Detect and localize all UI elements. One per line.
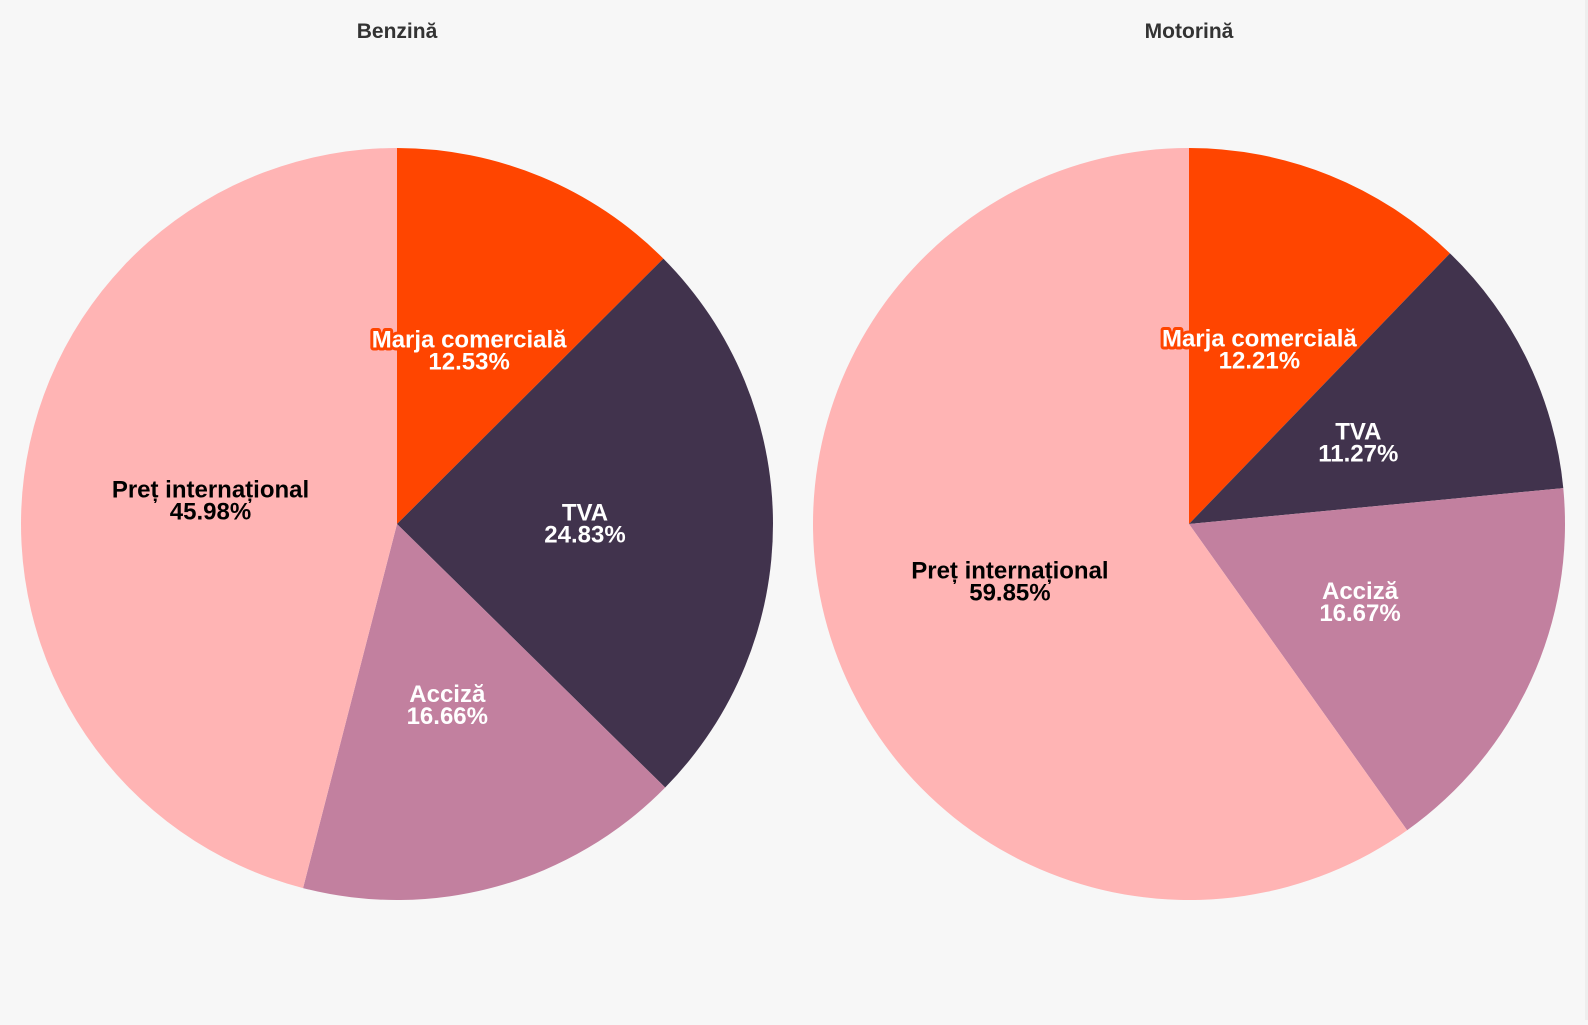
pie-title-benzina: Benzină [357,20,438,43]
pie-slice-motorina-pret-international [812,147,1408,900]
slice-label-motorina-acciza: Acciză [1322,578,1399,605]
slice-label-motorina-tva: TVA [1335,418,1381,445]
pie-slice-benzina-marja-comerciala [397,148,664,524]
page-edge-divider [1585,0,1588,1020]
slice-label-benzina-pret-international: Preț internațional [112,476,309,503]
pie-slice-motorina-acciza [1189,488,1566,831]
slice-label-benzina-marja-comerciala: Marja comercială [372,326,567,353]
slice-value-motorina-marja-comerciala: 12.21% [1219,348,1300,375]
slice-value-benzina-pret-international: 45.98% [170,498,251,525]
slice-value-motorina-pret-international: 59.85% [969,579,1050,606]
slice-value-motorina-acciza: 16.67% [1319,600,1400,627]
pie-slice-motorina-marja-comerciala [1189,148,1450,524]
slice-value-benzina-tva: 24.83% [544,521,625,548]
pie-title-motorina: Motorină [1145,20,1234,43]
slice-value-motorina-tva: 11.27% [1318,440,1398,467]
pie-slice-motorina-tva [1189,253,1564,524]
slice-label-benzina-acciza: Acciză [409,681,486,708]
slice-label-benzina-tva: TVA [562,499,608,526]
slice-value-benzina-acciza: 16.66% [407,703,488,730]
slice-value-benzina-marja-comerciala: 12.53% [428,348,509,375]
pie-slice-benzina-acciza [303,524,666,900]
pie-slice-benzina-tva [397,258,773,788]
slice-label-motorina-pret-international: Preț internațional [911,557,1108,584]
pie-slice-benzina-pret-international [21,148,397,889]
slice-label-motorina-marja-comerciala: Marja comercială [1162,326,1357,353]
